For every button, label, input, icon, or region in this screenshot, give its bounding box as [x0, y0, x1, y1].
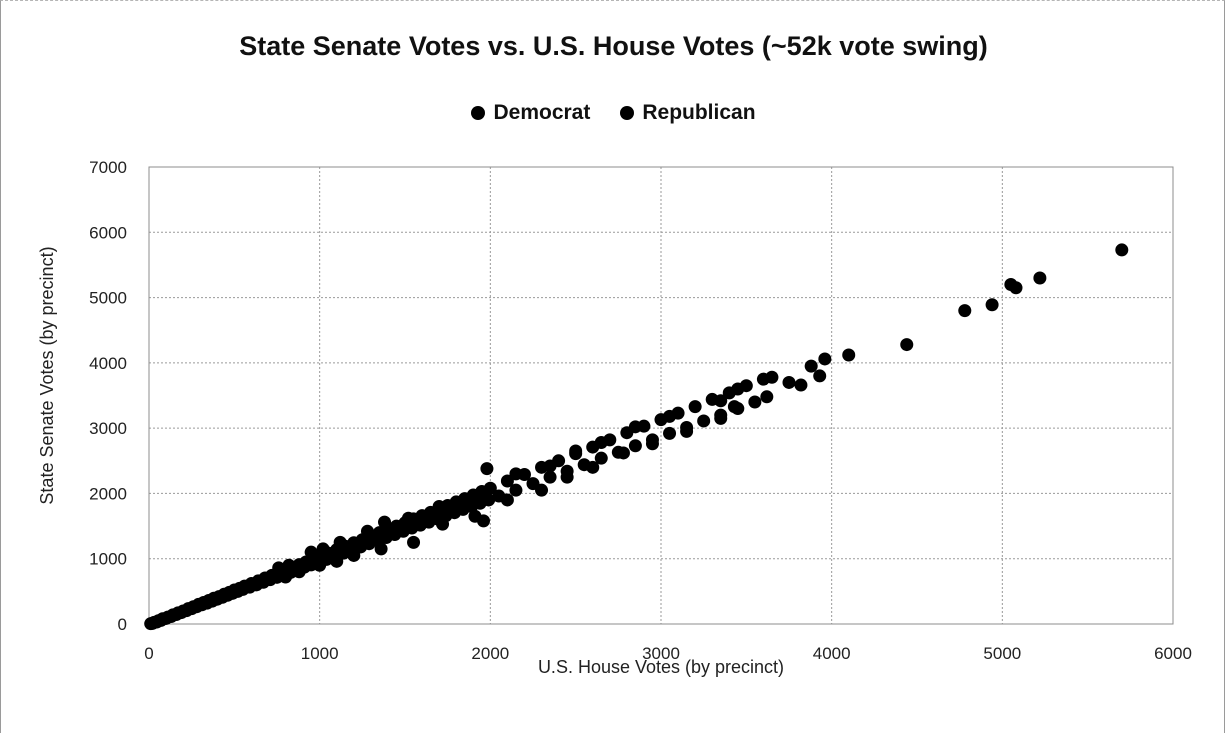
democrat-point: [1115, 243, 1129, 257]
democrat-point: [500, 474, 514, 488]
democrat-point: [569, 444, 583, 458]
democrat-point: [804, 359, 818, 373]
data-points: [144, 243, 1129, 631]
democrat-point: [509, 467, 523, 481]
republican-point: [586, 460, 600, 474]
legend-label-republican: Republican: [642, 101, 756, 124]
democrat-point: [782, 375, 796, 389]
republican-point: [680, 424, 694, 438]
republican-point: [663, 426, 677, 440]
republican-point: [374, 542, 388, 556]
democrat-point: [714, 394, 728, 408]
republican-point: [616, 446, 630, 460]
y-tick-label: 3000: [89, 419, 127, 438]
republican-point: [509, 483, 523, 497]
republican-point: [645, 437, 659, 451]
democrat-point: [663, 409, 677, 423]
democrat-point: [731, 382, 745, 396]
republican-point: [313, 558, 327, 572]
democrat-point: [304, 545, 318, 559]
republican-point: [628, 439, 642, 453]
legend-item-democrat: Democrat: [471, 101, 590, 125]
republican-point: [543, 470, 557, 484]
x-tick-label: 3000: [642, 644, 680, 663]
plot-area-border: [148, 166, 1174, 625]
y-tick-label: 6000: [89, 223, 127, 242]
republican-point: [500, 493, 514, 507]
democrat-point: [543, 459, 557, 473]
republican-point: [727, 400, 741, 414]
legend: Democrat Republican: [1, 101, 1225, 125]
x-tick-label: 5000: [983, 644, 1021, 663]
x-tick-label: 6000: [1154, 644, 1192, 663]
x-tick-label: 4000: [813, 644, 851, 663]
tick-labels: 0 1000 2000 3000 4000 5000 6000 0 1000 2000 3000 40…: [89, 158, 1192, 663]
republican-point: [813, 369, 827, 383]
republican-point: [697, 414, 711, 428]
republican-point: [535, 483, 549, 497]
democrat-point: [594, 436, 608, 450]
y-tick-label: 5000: [89, 289, 127, 308]
republican-point: [347, 548, 361, 562]
republican-point: [560, 470, 574, 484]
legend-label-democrat: Democrat: [493, 101, 591, 124]
democrat-point: [900, 338, 914, 352]
y-tick-label: 1000: [89, 550, 127, 569]
democrat-point: [333, 535, 347, 549]
legend-marker-republican: [620, 106, 635, 120]
democrat-point: [842, 348, 856, 362]
democrat-point: [958, 304, 972, 318]
series-republican: [145, 369, 827, 630]
legend-item-republican: Republican: [620, 101, 756, 125]
republican-point: [748, 395, 762, 409]
y-tick-label: 7000: [89, 158, 127, 177]
democrat-point: [316, 542, 330, 556]
y-tick-label: 0: [118, 615, 127, 634]
democrat-point: [378, 515, 392, 529]
republican-point: [292, 565, 306, 579]
democrat-point: [1009, 281, 1023, 295]
republican-point: [468, 509, 482, 523]
series-democrat: [144, 243, 1129, 631]
x-tick-label: 0: [144, 644, 153, 663]
republican-point: [760, 390, 774, 404]
democrat-point: [360, 524, 374, 538]
republican-point: [279, 570, 293, 584]
republican-point: [436, 517, 450, 531]
republican-point: [330, 554, 344, 568]
republican-point: [407, 535, 421, 549]
legend-marker-democrat: [471, 106, 486, 120]
grid: [148, 166, 1174, 625]
x-tick-label: 2000: [471, 644, 509, 663]
y-axis-label: State Senate Votes (by precinct): [37, 246, 57, 504]
democrat-point: [688, 400, 702, 414]
democrat-point: [432, 499, 446, 513]
democrat-point: [765, 370, 779, 384]
chart-title: State Senate Votes vs. U.S. House Votes …: [239, 31, 988, 61]
democrat-point: [985, 298, 999, 312]
y-tick-label: 2000: [89, 484, 127, 503]
x-tick-label: 1000: [301, 644, 339, 663]
republican-point: [794, 378, 808, 392]
republican-point: [714, 411, 728, 425]
democrat-point: [480, 462, 494, 476]
republican-point: [482, 493, 496, 507]
democrat-point: [1033, 271, 1047, 285]
y-tick-label: 4000: [89, 354, 127, 373]
democrat-point: [483, 481, 497, 495]
republican-point: [594, 451, 608, 465]
democrat-point: [628, 420, 642, 434]
democrat-point: [401, 511, 415, 525]
democrat-point: [818, 352, 832, 366]
x-axis-label: U.S. House Votes (by precinct): [538, 657, 784, 677]
